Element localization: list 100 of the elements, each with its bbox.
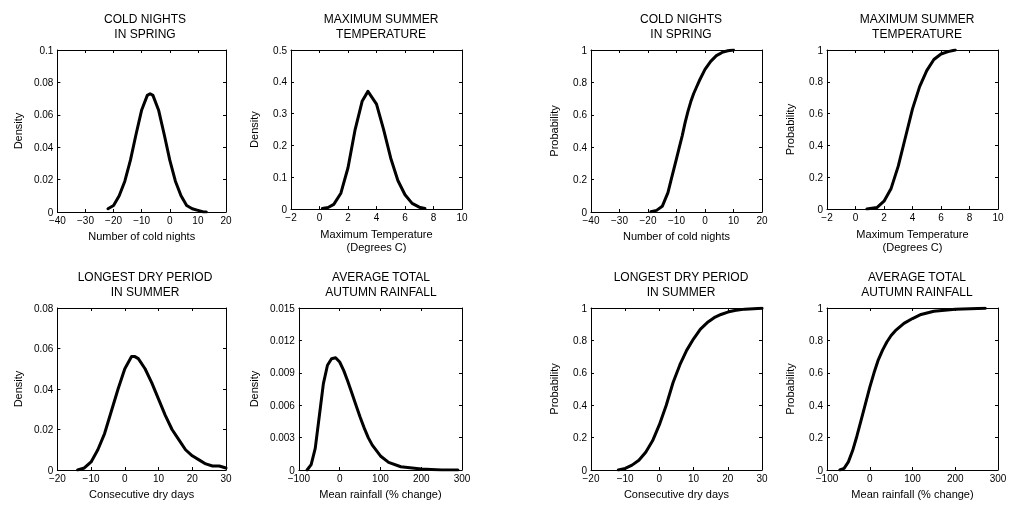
x-tick-label: −40 [48,214,67,226]
y-tick-label: 0.012 [269,334,296,346]
x-tick-label: 0 [122,472,129,484]
x-tick-label: 8 [966,211,973,223]
y-tick-label: 0.2 [573,174,588,186]
x-tick-label: 0 [866,472,873,484]
x-tick-label: 4 [373,211,380,223]
y-tick-label: 0.8 [809,76,824,88]
y-tick-label: 0.02 [33,424,54,435]
y-tick-label: 0.6 [573,109,588,121]
x-tick-label: 0 [702,214,709,226]
y-tick-label: 0.4 [573,399,588,411]
y-tick-label: 0.2 [573,432,588,444]
y-tick-label: 0.8 [809,334,824,346]
y-tick-label: 0.8 [573,76,588,88]
x-tick-label: 20 [186,472,199,484]
x-axis-title: Maximum Temperature (Degrees C) [320,227,433,253]
x-tick-label: 6 [402,211,409,223]
x-axis-title: Number of cold nights [623,230,731,243]
x-tick-label: 200 [946,472,965,484]
x-tick-label: −20 [639,214,657,226]
y-tick-label: 1 [581,44,588,56]
chart-title: COLD NIGHTS IN SPRING [639,11,723,41]
x-tick-label: 200 [412,472,431,484]
y-tick-label: 0.5 [273,44,288,56]
y-axis-title: Density [247,370,260,408]
x-tick-label: 20 [756,214,768,226]
x-tick-label: −10 [133,214,151,226]
x-tick-label: 100 [372,472,390,484]
y-tick-label: 1 [817,44,824,56]
y-axis-title: Probability [547,362,560,415]
y-tick-label: 0.2 [809,171,824,183]
chart-title: MAXIMUM SUMMER TEMPERATURE [323,11,439,41]
y-tick-label: 0.8 [573,334,588,346]
x-tick-label: 6 [938,211,945,223]
y-tick-label: 0.1 [273,171,288,183]
x-tick-label: −30 [611,214,629,226]
y-axis-title: Density [11,112,24,150]
x-tick-label: 30 [756,472,768,484]
chart-title: LONGEST DRY PERIOD IN SUMMER [77,269,213,299]
y-axis-title: Probability [783,362,796,415]
y-tick-label: 0.006 [269,399,296,411]
x-tick-label: −10 [616,472,635,484]
x-tick-label: 10 [456,211,468,223]
x-tick-label: 0 [852,211,859,223]
chart-title: AVERAGE TOTAL AUTUMN RAINFALL [861,269,973,299]
y-tick-label: 0.4 [809,139,824,151]
x-axis-title: Maximum Temperature (Degrees C) [856,227,969,253]
y-axis-title: Probability [547,104,560,157]
y-tick-label: 0.3 [273,108,288,120]
y-tick-label: 0.009 [269,367,296,379]
x-tick-label: 0 [656,472,663,484]
x-tick-label: 20 [722,472,734,484]
y-tick-label: 0.015 [269,302,296,314]
chart-title: LONGEST DRY PERIOD IN SUMMER [613,269,749,299]
chart-title: MAXIMUM SUMMER TEMPERATURE [859,11,975,41]
x-tick-label: 10 [192,214,204,226]
chart-title: COLD NIGHTS IN SPRING [103,11,187,41]
x-tick-label: 0 [167,214,174,226]
x-tick-label: 20 [220,214,232,226]
x-tick-label: 8 [430,211,437,223]
x-tick-label: −10 [82,472,101,484]
y-tick-label: 0.4 [273,76,288,88]
chart-title: AVERAGE TOTAL AUTUMN RAINFALL [325,269,437,299]
y-tick-label: 0.04 [33,383,54,395]
y-axis-title: Density [247,110,260,148]
y-tick-label: 0.04 [33,141,54,153]
x-tick-label: 300 [453,472,471,484]
x-axis-title: Mean rainfall (% change) [851,488,974,501]
y-tick-label: 0.2 [809,432,824,444]
y-tick-label: 0.003 [269,432,296,444]
y-tick-label: 0.02 [33,174,54,186]
x-tick-label: −20 [105,214,123,226]
x-tick-label: 2 [345,211,352,223]
x-tick-label: 10 [992,211,1004,223]
x-tick-label: 30 [220,472,232,484]
y-tick-label: 0.08 [33,302,54,314]
x-tick-label: 100 [904,472,922,484]
y-tick-label: 1 [817,302,824,314]
y-tick-label: 0.6 [809,367,824,379]
y-tick-label: 0.4 [573,141,588,153]
y-tick-label: 0 [817,203,824,215]
x-tick-label: −2 [821,211,834,223]
x-axis-title: Mean rainfall (% change) [319,488,442,501]
y-tick-label: 0.06 [33,109,54,121]
y-tick-label: 0.6 [573,367,588,379]
x-tick-label: 2 [881,211,888,223]
y-tick-label: 0.08 [33,76,54,88]
y-axis-title: Probability [783,103,796,156]
x-tick-label: 4 [909,211,916,223]
y-tick-label: 1 [581,302,588,314]
x-tick-label: 0 [336,472,343,484]
y-tick-label: 0.1 [39,44,54,56]
x-axis-title: Consecutive dry days [89,488,195,501]
y-tick-label: 0 [281,203,288,215]
x-axis-title: Consecutive dry days [623,488,730,501]
y-tick-label: 0.6 [809,108,824,120]
x-axis-title: Number of cold nights [88,230,196,243]
x-tick-label: −30 [76,214,95,226]
y-tick-label: 0.4 [809,399,824,411]
